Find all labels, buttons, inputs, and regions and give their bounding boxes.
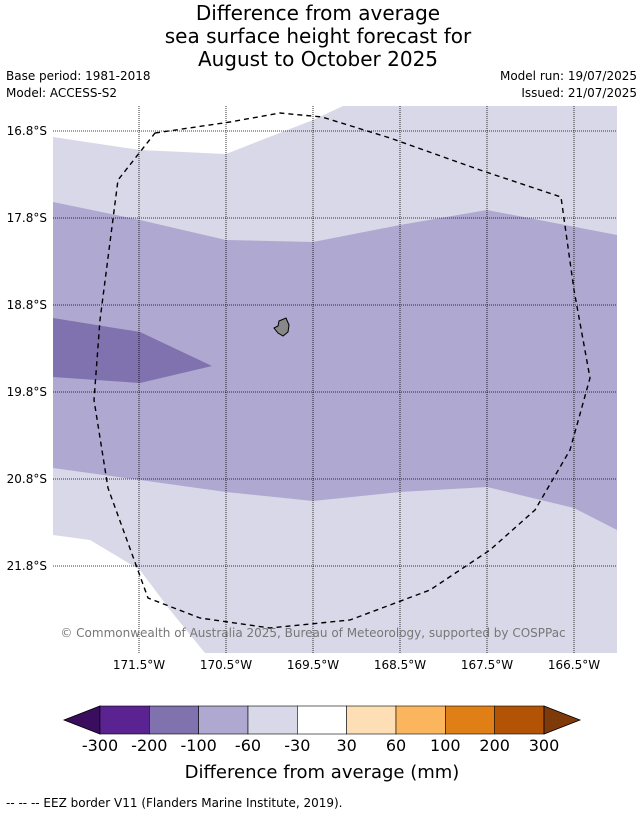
colorbar-tick-label: 60 [385,736,407,755]
lon-label: 169.5°W [287,658,339,672]
colorbar-tick-label: -30 [284,736,311,755]
colorbar [62,705,582,735]
colorbar-segment [395,705,446,735]
longitude-labels: 171.5°W 170.5°W 169.5°W 168.5°W 167.5°W … [113,658,600,672]
latitude-labels: 16.8°S 17.8°S 18.8°S 19.8°S 20.8°S 21.8°… [7,124,47,573]
lon-label: 171.5°W [113,658,165,672]
lat-label: 20.8°S [7,472,47,486]
island-niue [273,317,290,337]
lon-label: 167.5°W [461,658,513,672]
lat-label: 18.8°S [7,298,47,312]
mid-lavender-band [53,202,617,530]
map-field [53,106,617,653]
colorbar-tick-label: 100 [430,736,461,755]
colorbar-segment [149,705,199,735]
eez-border-note: -- -- -- EEZ border V11 (Flanders Marine… [6,796,343,810]
forecast-map: 16.8°S 17.8°S 18.8°S 19.8°S 20.8°S 21.8°… [7,106,617,672]
dark-lavender-band [53,318,212,383]
colorbar-segment [247,705,298,735]
grid-lines [53,106,617,653]
title-line-3: August to October 2025 [197,47,439,71]
issued-date: Issued: 21/07/2025 [521,86,637,100]
model-run: Model run: 19/07/2025 [499,69,637,83]
eez-border [93,112,591,629]
colorbar-tick-label: 200 [479,736,510,755]
colorbar-segments [99,705,545,735]
lat-label: 16.8°S [7,124,47,138]
colorbar-segment [445,705,495,735]
colorbar-tick-label: -300 [81,736,119,755]
colorbar-tick-label: 300 [528,736,560,755]
colorbar-segment [99,705,150,735]
base-period: Base period: 1981-2018 [6,69,151,83]
title-line-1: Difference from average [195,1,441,25]
colorbar-segment [297,705,347,735]
colorbar-tick-label: -200 [131,736,168,755]
lat-label: 19.8°S [7,385,47,399]
lat-label: 17.8°S [7,211,47,225]
copyright-notice: © Commonwealth of Australia 2025, Bureau… [60,626,565,640]
colorbar-left-extend [62,705,101,735]
colorbar-segment [346,705,397,735]
colorbar-tick-label: -60 [234,736,262,755]
colorbar-segment [494,705,545,735]
colorbar-title: Difference from average (mm) [184,762,460,783]
lat-label: 21.8°S [7,559,47,573]
colorbar-tick-label: 30 [336,736,357,755]
model-name: Model: ACCESS-S2 [6,86,118,100]
title-line-2: sea surface height forecast for [164,24,472,48]
lon-label: 166.5°W [548,658,600,672]
lon-label: 168.5°W [374,658,426,672]
colorbar-segment [198,705,249,735]
colorbar-tick-label: -100 [180,736,217,755]
lon-label: 170.5°W [200,658,252,672]
colorbar-right-extend [543,705,582,735]
